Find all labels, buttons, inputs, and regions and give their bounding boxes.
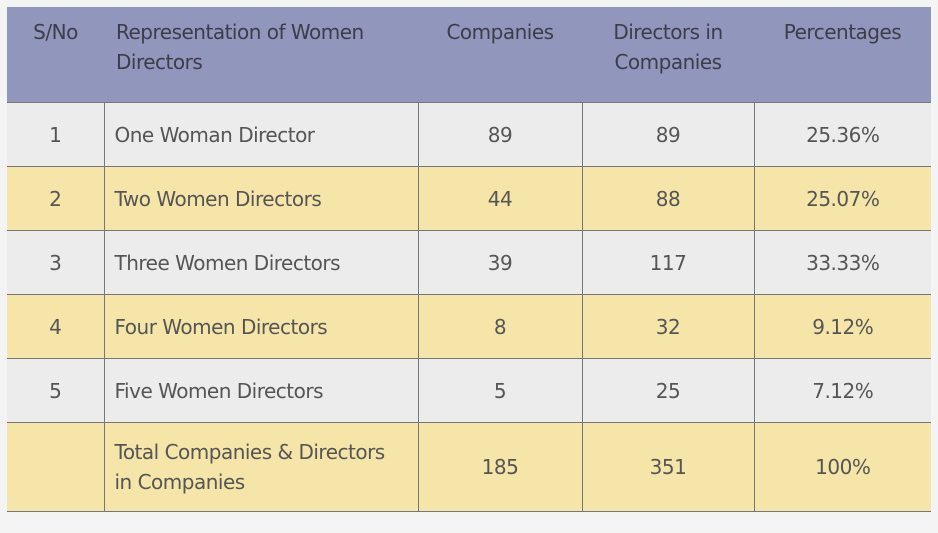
header-representation: Representation of Women Directors bbox=[104, 7, 418, 103]
companies-cell: 44 bbox=[417, 166, 583, 231]
representation-cell: Three Women Directors bbox=[103, 230, 419, 295]
header-directors: Directors in Companies bbox=[582, 7, 754, 103]
directors-cell: 25 bbox=[581, 358, 755, 423]
companies-cell: 8 bbox=[417, 294, 583, 359]
table-row: 5 Five Women Directors 5 25 7.12% bbox=[7, 358, 931, 423]
women-directors-table: S/No Representation of Women Directors C… bbox=[7, 7, 931, 512]
percentage-cell: 25.07% bbox=[753, 166, 931, 231]
percentage-cell: 9.12% bbox=[753, 294, 931, 359]
percentage-cell: 25.36% bbox=[753, 102, 931, 167]
directors-cell: 117 bbox=[581, 230, 755, 295]
directors-cell: 88 bbox=[581, 166, 755, 231]
total-percentage-cell: 100% bbox=[753, 422, 931, 512]
companies-cell: 39 bbox=[417, 230, 583, 295]
header-sno: S/No bbox=[7, 7, 104, 103]
sno-cell: 5 bbox=[7, 358, 105, 423]
sno-cell bbox=[7, 422, 105, 512]
total-label-cell: Total Companies & Directors in Companies bbox=[103, 422, 419, 512]
directors-cell: 32 bbox=[581, 294, 755, 359]
table-row: 2 Two Women Directors 44 88 25.07% bbox=[7, 166, 931, 231]
representation-cell: One Woman Director bbox=[103, 102, 419, 167]
companies-cell: 89 bbox=[417, 102, 583, 167]
representation-cell: Five Women Directors bbox=[103, 358, 419, 423]
total-row: Total Companies & Directors in Companies… bbox=[7, 422, 931, 512]
total-companies-cell: 185 bbox=[417, 422, 583, 512]
representation-cell: Four Women Directors bbox=[103, 294, 419, 359]
percentage-cell: 33.33% bbox=[753, 230, 931, 295]
sno-cell: 2 bbox=[7, 166, 105, 231]
total-directors-cell: 351 bbox=[581, 422, 755, 512]
percentage-cell: 7.12% bbox=[753, 358, 931, 423]
sno-cell: 1 bbox=[7, 102, 105, 167]
sno-cell: 3 bbox=[7, 230, 105, 295]
representation-cell: Two Women Directors bbox=[103, 166, 419, 231]
header-companies: Companies bbox=[418, 7, 582, 103]
table-row: 3 Three Women Directors 39 117 33.33% bbox=[7, 230, 931, 295]
companies-cell: 5 bbox=[417, 358, 583, 423]
directors-cell: 89 bbox=[581, 102, 755, 167]
header-row: S/No Representation of Women Directors C… bbox=[7, 7, 931, 103]
table-row: 1 One Woman Director 89 89 25.36% bbox=[7, 102, 931, 167]
table-row: 4 Four Women Directors 8 32 9.12% bbox=[7, 294, 931, 359]
sno-cell: 4 bbox=[7, 294, 105, 359]
header-percentages: Percentages bbox=[754, 7, 931, 103]
